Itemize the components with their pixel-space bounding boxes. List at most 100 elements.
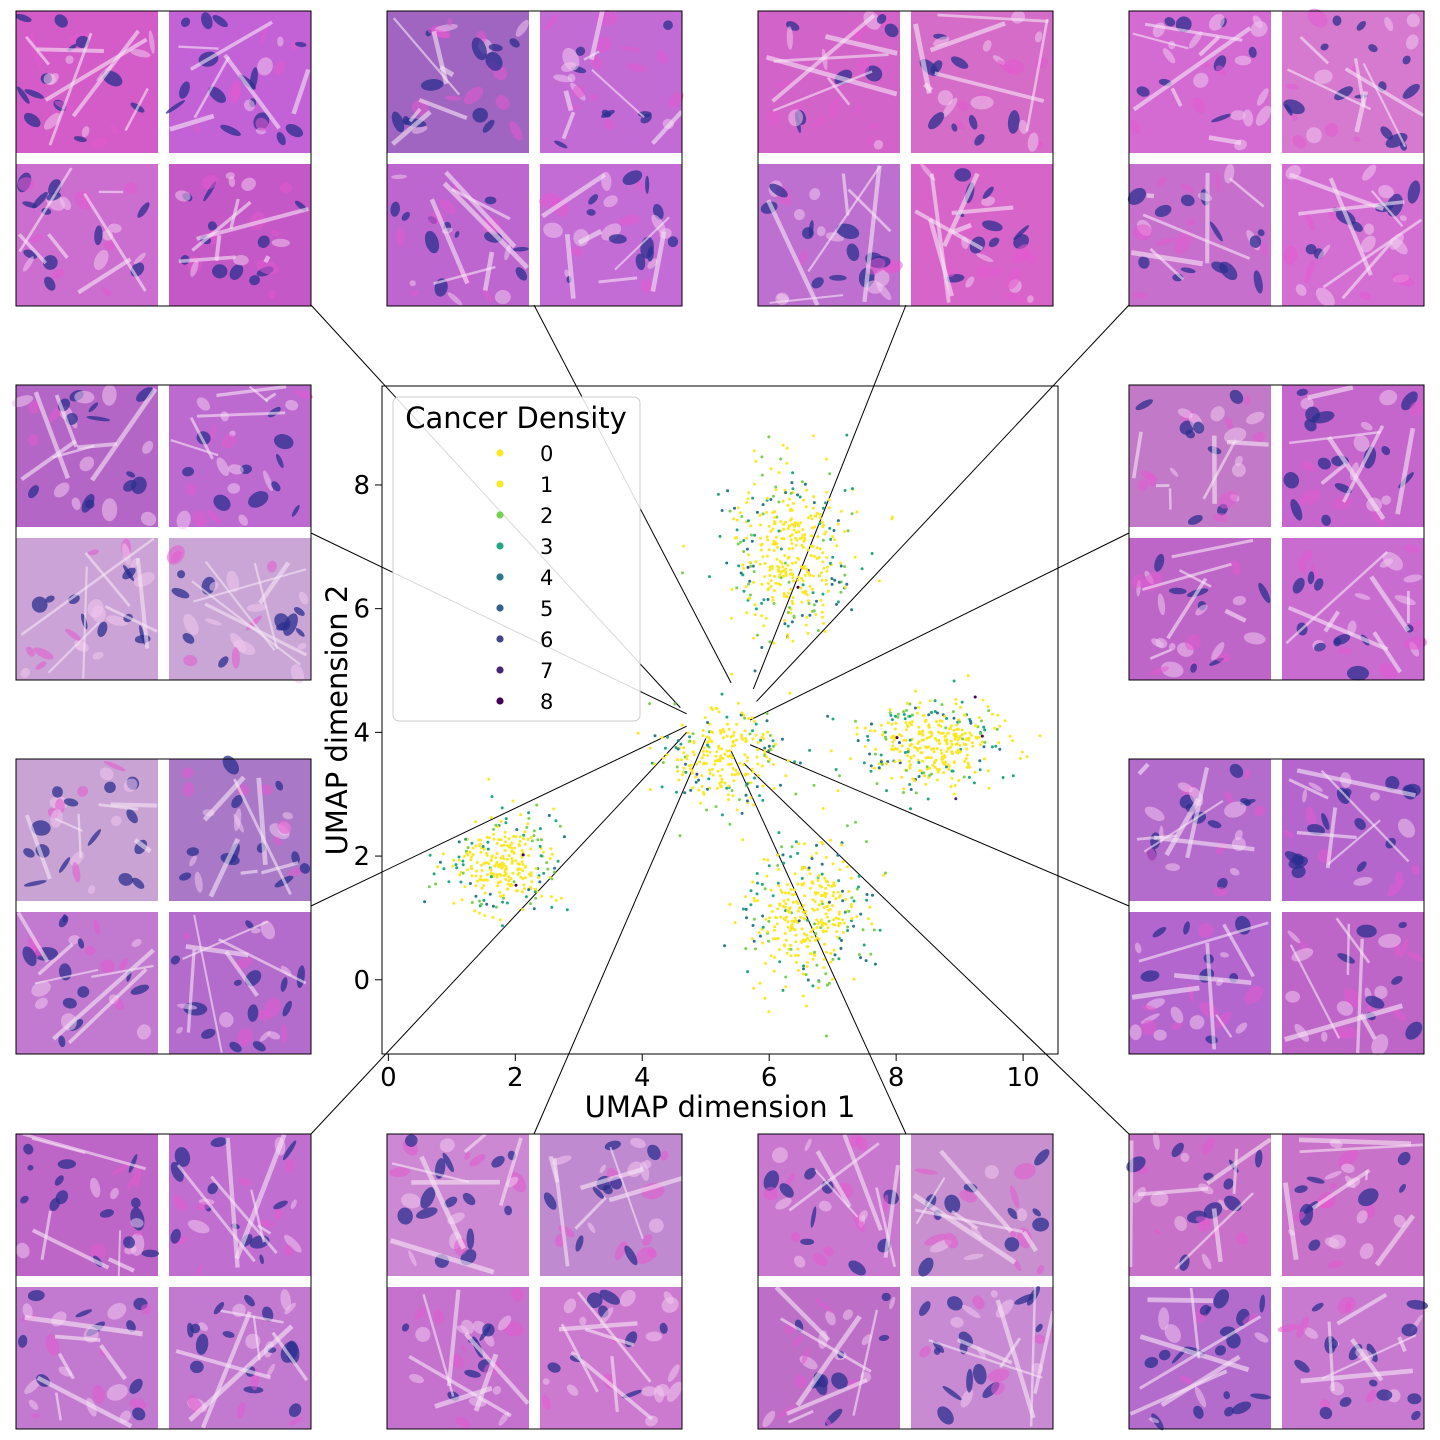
- data-point: [754, 560, 758, 564]
- data-point: [746, 772, 750, 776]
- data-point: [499, 856, 503, 860]
- data-point: [955, 734, 959, 738]
- data-point: [850, 512, 854, 516]
- data-point: [720, 747, 724, 751]
- data-point: [749, 796, 753, 800]
- data-point: [836, 519, 840, 523]
- data-point: [736, 506, 740, 510]
- data-point: [836, 789, 840, 793]
- data-point: [929, 730, 933, 734]
- connector-line: [310, 725, 687, 907]
- data-point: [468, 882, 472, 885]
- data-point: [755, 785, 759, 789]
- data-point: [485, 873, 489, 877]
- data-point: [494, 856, 498, 860]
- data-point: [954, 750, 958, 754]
- data-point: [465, 852, 469, 856]
- data-point: [824, 855, 828, 859]
- data-point: [766, 588, 770, 592]
- data-point: [960, 728, 964, 732]
- data-point: [512, 880, 516, 884]
- data-point: [517, 862, 521, 866]
- data-point: [859, 912, 863, 916]
- data-point: [789, 588, 793, 591]
- data-point: [809, 553, 813, 557]
- data-point: [766, 730, 770, 734]
- data-point: [686, 731, 690, 735]
- data-point: [507, 879, 511, 883]
- data-point: [791, 900, 795, 904]
- data-point: [808, 939, 812, 943]
- data-point: [500, 844, 503, 848]
- data-point: [771, 527, 775, 531]
- data-point: [519, 813, 523, 817]
- data-point: [500, 806, 504, 810]
- data-point: [908, 743, 912, 747]
- data-point: [798, 761, 802, 765]
- data-point: [556, 859, 560, 863]
- data-point: [836, 600, 840, 604]
- data-point: [777, 529, 781, 533]
- data-point: [815, 851, 818, 855]
- data-point: [893, 727, 897, 731]
- data-point: [824, 892, 828, 896]
- data-point: [978, 759, 982, 763]
- data-point: [499, 863, 503, 867]
- x-tick-label: 2: [507, 1063, 524, 1093]
- data-point: [977, 716, 981, 720]
- data-point: [498, 918, 502, 922]
- data-point: [806, 961, 809, 964]
- data-point: [784, 574, 788, 577]
- data-point: [732, 739, 735, 743]
- data-point: [502, 843, 506, 847]
- data-point: [831, 977, 834, 981]
- data-point: [720, 777, 724, 781]
- data-point: [907, 759, 911, 763]
- data-point: [529, 847, 533, 851]
- data-point: [811, 434, 815, 438]
- data-point: [529, 902, 532, 906]
- data-point: [821, 560, 825, 564]
- data-point: [787, 947, 791, 951]
- data-point: [822, 523, 826, 527]
- data-point: [533, 890, 537, 894]
- data-point: [734, 768, 738, 772]
- data-point: [856, 739, 860, 743]
- data-point: [771, 598, 775, 602]
- data-point: [968, 765, 972, 769]
- data-point: [879, 723, 883, 727]
- data-point: [747, 717, 751, 721]
- data-point: [478, 911, 481, 915]
- data-point: [826, 983, 829, 987]
- data-point: [468, 850, 472, 854]
- data-point: [808, 748, 812, 752]
- data-point: [739, 540, 743, 544]
- data-point: [814, 613, 818, 616]
- data-point: [862, 943, 866, 947]
- data-point: [952, 716, 956, 720]
- data-point: [797, 524, 801, 528]
- data-point: [843, 585, 847, 589]
- data-point: [766, 858, 770, 862]
- data-point: [762, 857, 766, 861]
- data-point: [1038, 734, 1042, 738]
- data-point: [815, 963, 819, 967]
- data-point: [818, 522, 822, 526]
- data-point: [787, 524, 791, 528]
- data-point: [493, 864, 497, 868]
- data-point: [550, 877, 554, 881]
- data-point: [802, 545, 805, 549]
- data-point: [809, 930, 813, 934]
- histology-tile: [758, 164, 903, 307]
- data-point: [831, 717, 835, 721]
- data-point: [904, 728, 908, 732]
- data-point: [648, 746, 652, 750]
- data-point: [930, 747, 934, 751]
- data-point: [470, 855, 474, 859]
- data-point: [774, 916, 778, 920]
- histology-tile: [1282, 164, 1424, 308]
- legend-label: 4: [540, 566, 553, 590]
- data-point: [518, 839, 522, 843]
- data-point: [784, 774, 788, 778]
